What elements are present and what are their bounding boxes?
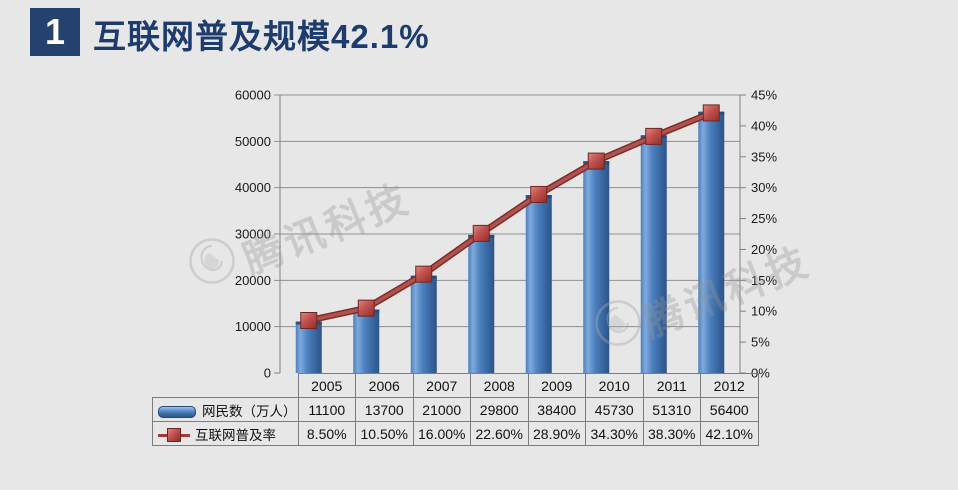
right-axis-label: 35%	[751, 149, 777, 164]
line-marker	[530, 185, 548, 203]
year-cell: 2007	[412, 373, 471, 398]
value-cell: 42.10%	[700, 421, 759, 446]
value-cell: 28.90%	[527, 421, 586, 446]
value-cell: 34.30%	[585, 421, 644, 446]
bar	[640, 135, 667, 373]
legend-cell: 网民数（万人）	[152, 397, 299, 422]
line-marker	[645, 127, 663, 145]
line-series	[300, 104, 720, 329]
right-axis-label: 20%	[751, 242, 777, 257]
axes: 01000020000300004000050000600000%5%10%15…	[235, 88, 778, 381]
header: 1 互联网普及规模42.1%	[0, 0, 958, 62]
value-cell: 21000	[412, 397, 471, 422]
left-axis-label: 30000	[235, 227, 271, 242]
value-cell: 8.50%	[297, 421, 356, 446]
bar	[353, 309, 380, 373]
year-cell: 2012	[700, 373, 759, 398]
value-cell: 38.30%	[642, 421, 701, 446]
tencent-logo-watermark-icon	[595, 300, 641, 346]
legend-label: 互联网普及率	[195, 427, 276, 443]
table-corner-spacer	[153, 374, 299, 398]
left-axis-label: 20000	[235, 273, 271, 288]
right-axis-label: 25%	[751, 211, 777, 226]
value-cell: 10.50%	[355, 421, 414, 446]
right-axis-label: 45%	[751, 88, 777, 103]
line-legend-icon	[158, 428, 190, 443]
value-cell: 38400	[527, 397, 586, 422]
right-axis-label: 30%	[751, 180, 777, 195]
right-axis-label: 5%	[751, 335, 770, 350]
bar	[698, 111, 725, 374]
left-axis-label: 60000	[235, 88, 271, 103]
right-axis-label: 15%	[751, 273, 777, 288]
tencent-logo-watermark-icon	[189, 238, 235, 284]
bar	[468, 234, 495, 373]
bar	[295, 321, 322, 373]
year-cell: 2006	[355, 373, 414, 398]
page-title: 互联网普及规模42.1%	[93, 18, 430, 55]
section-number-badge: 1	[30, 8, 80, 56]
line-path	[307, 111, 713, 323]
bar	[583, 161, 610, 373]
value-cell: 16.00%	[412, 421, 471, 446]
year-cell: 2011	[642, 373, 701, 398]
left-axis-label: 50000	[235, 134, 271, 149]
value-cell: 11100	[297, 397, 356, 422]
year-cell: 2008	[470, 373, 529, 398]
value-cell: 13700	[355, 397, 414, 422]
left-axis-label: 10000	[235, 319, 271, 334]
value-cell: 45730	[585, 397, 644, 422]
year-cell: 2009	[527, 373, 586, 398]
left-axis-label: 0	[264, 366, 271, 381]
year-cell: 2010	[585, 373, 644, 398]
line-marker	[472, 224, 490, 242]
bar	[525, 195, 552, 373]
year-cell: 2005	[297, 373, 356, 398]
bar	[410, 275, 437, 373]
legend-label: 网民数（万人）	[202, 403, 297, 419]
line-marker	[300, 311, 318, 329]
right-axis-label: 10%	[751, 304, 777, 319]
value-cell: 51310	[642, 397, 701, 422]
value-cell: 56400	[700, 397, 759, 422]
line-marker	[587, 152, 605, 170]
line-marker	[415, 265, 433, 283]
right-axis-label: 40%	[751, 118, 777, 133]
bar-legend-icon	[158, 405, 196, 418]
data-table: 2005 2006 2007 2008 2009 2010 2011 2012 网民数（万人） 1…	[152, 373, 759, 446]
left-axis-label: 40000	[235, 180, 271, 195]
value-cell: 22.60%	[470, 421, 529, 446]
value-cell: 29800	[470, 397, 529, 422]
line-marker	[702, 104, 720, 122]
legend-cell: 互联网普及率	[152, 421, 299, 446]
line-marker	[357, 299, 375, 317]
